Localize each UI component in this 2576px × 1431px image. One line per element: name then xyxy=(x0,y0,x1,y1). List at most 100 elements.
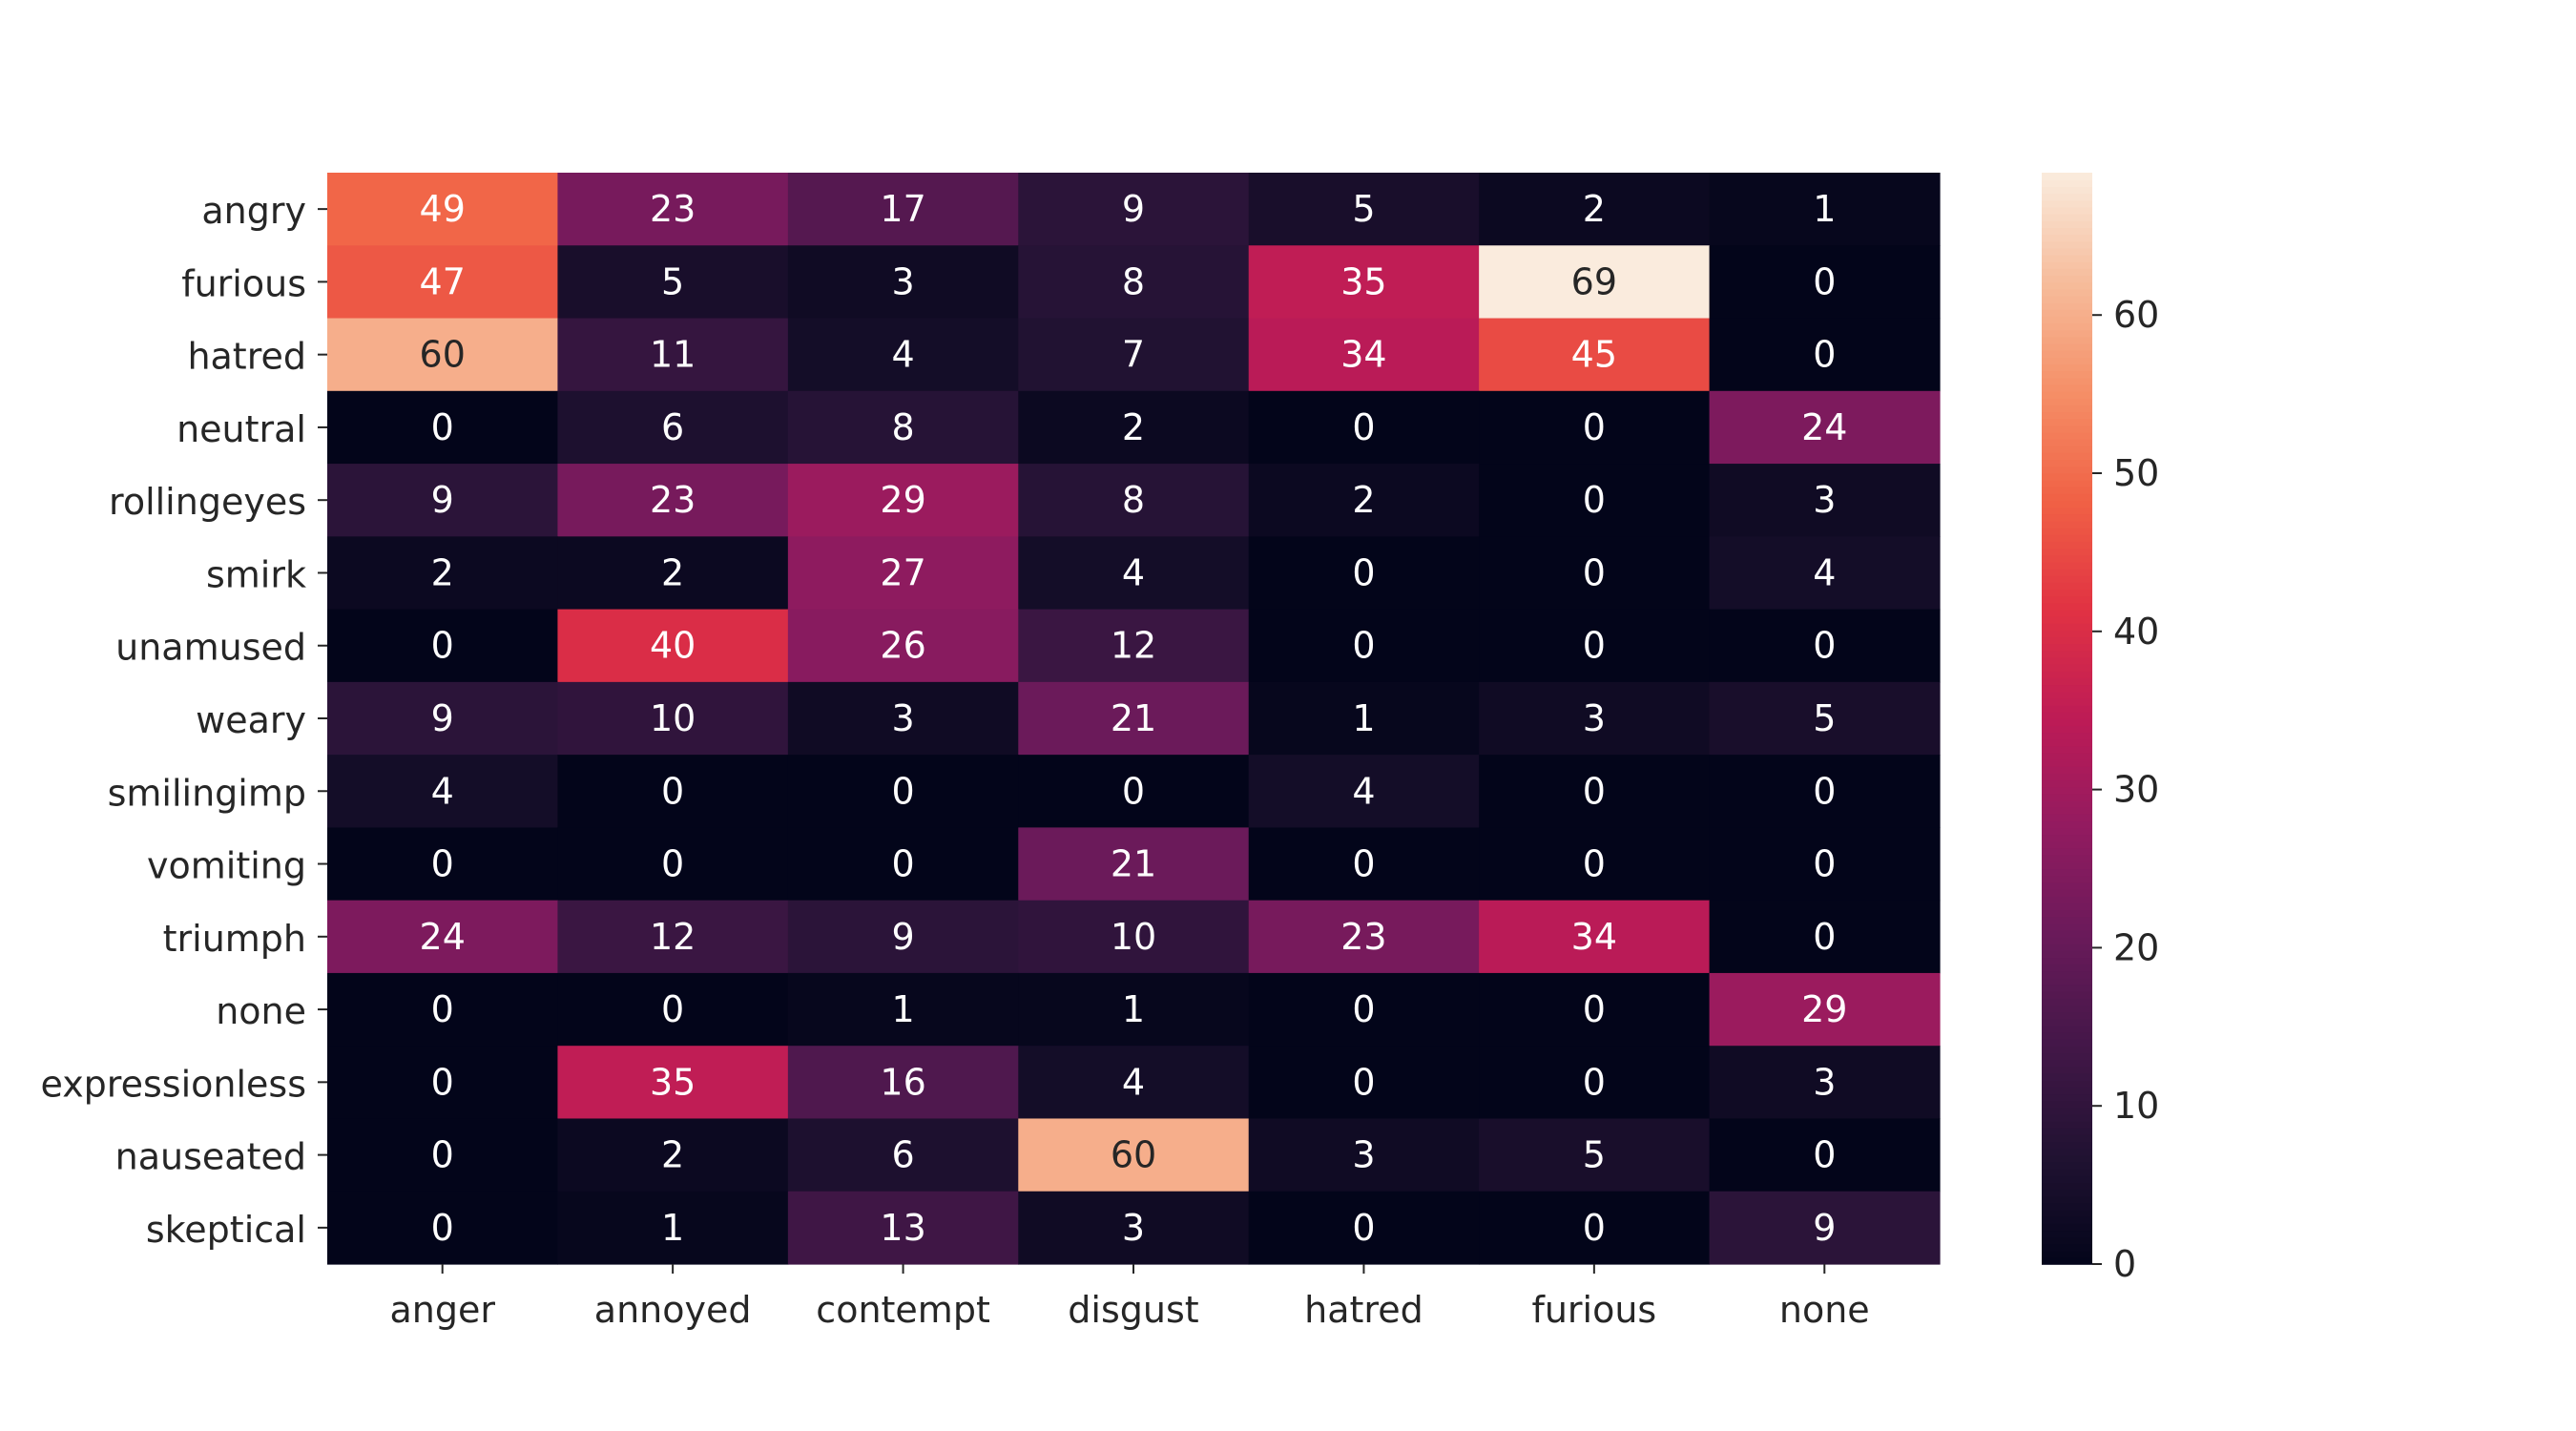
colorbar-segment xyxy=(2042,916,2092,924)
colorbar-segment xyxy=(2042,1025,2092,1033)
heatmap-cell xyxy=(1709,972,1941,1047)
cell-value-label: 5 xyxy=(1352,188,1375,230)
colorbar-segment xyxy=(2042,1250,2092,1258)
colorbar-segment xyxy=(2042,363,2092,372)
colorbar-segment xyxy=(2042,431,2092,440)
colorbar-segment xyxy=(2042,738,2092,747)
cell-value-label: 0 xyxy=(1352,551,1375,593)
y-tick-label: none xyxy=(216,990,306,1032)
heatmap-cell xyxy=(327,1046,559,1120)
heatmap-cell xyxy=(1018,609,1250,683)
heatmap-cell xyxy=(557,464,789,537)
y-tick-label: rollingeyes xyxy=(109,481,306,523)
x-tick-label: anger xyxy=(389,1289,495,1331)
cell-value-label: 0 xyxy=(431,1207,454,1249)
colorbar-segment xyxy=(2042,336,2092,344)
heatmap-cell xyxy=(1479,900,1711,974)
colorbar-segment xyxy=(2042,732,2092,740)
heatmap-cell xyxy=(787,609,1019,683)
colorbar-segment xyxy=(2042,923,2092,931)
heatmap-cell xyxy=(1479,972,1711,1047)
heatmap-cell xyxy=(1018,972,1250,1047)
heatmap-cell xyxy=(1018,390,1250,465)
colorbar-segment xyxy=(2042,1128,2092,1135)
heatmap-cell xyxy=(1018,681,1250,756)
heatmap-cell xyxy=(1248,972,1480,1047)
heatmap-cell xyxy=(1248,1118,1480,1192)
colorbar-segment xyxy=(2042,1031,2092,1040)
cell-value-label: 2 xyxy=(431,551,454,593)
colorbar-segment xyxy=(2042,799,2092,808)
colorbar-segment xyxy=(2042,425,2092,433)
cell-value-label: 11 xyxy=(650,334,696,376)
cell-value-label: 24 xyxy=(1801,406,1847,448)
heatmap-cell xyxy=(327,318,559,392)
colorbar-segment xyxy=(2042,895,2092,903)
colorbar-segment xyxy=(2042,875,2092,883)
cell-value-label: 2 xyxy=(661,1134,684,1176)
colorbar-segment xyxy=(2042,507,2092,515)
colorbar-segment xyxy=(2042,1120,2092,1129)
cell-value-label: 6 xyxy=(891,1134,914,1176)
heatmap-cell xyxy=(327,681,559,756)
colorbar-segment xyxy=(2042,718,2092,726)
colorbar-segment xyxy=(2042,397,2092,405)
x-tick-label: annoyed xyxy=(594,1289,752,1331)
colorbar-segment xyxy=(2042,500,2092,508)
colorbar-segment xyxy=(2042,936,2092,944)
colorbar-segment xyxy=(2042,902,2092,910)
x-tick-label: none xyxy=(1779,1289,1870,1331)
colorbar-segment xyxy=(2042,1175,2092,1183)
cell-value-label: 23 xyxy=(1340,916,1386,958)
heatmap-cell xyxy=(327,609,559,683)
colorbar-segment xyxy=(2042,486,2092,494)
colorbar-segment xyxy=(2042,793,2092,801)
heatmap-cell xyxy=(787,318,1019,392)
heatmap-cell xyxy=(557,1046,789,1120)
cell-value-label: 34 xyxy=(1340,334,1386,376)
cell-value-label: 1 xyxy=(1352,697,1375,739)
heatmap-cell xyxy=(327,900,559,974)
heatmap-cell xyxy=(1248,390,1480,465)
heatmap-cell xyxy=(787,245,1019,320)
heatmap-cell xyxy=(1479,245,1711,320)
cell-value-label: 0 xyxy=(1813,625,1836,667)
cell-value-label: 5 xyxy=(1813,697,1836,739)
cell-value-label: 0 xyxy=(1583,843,1606,885)
colorbar-segment xyxy=(2042,329,2092,338)
heatmap-cell xyxy=(557,1191,789,1265)
heatmap-cell xyxy=(557,390,789,465)
heatmap-cell xyxy=(1709,681,1941,756)
cell-value-label: 10 xyxy=(650,697,696,739)
colorbar-tick-label: 40 xyxy=(2113,611,2159,653)
colorbar-segment xyxy=(2042,459,2092,467)
heatmap-cell xyxy=(1018,900,1250,974)
colorbar-segment xyxy=(2042,446,2092,453)
colorbar-segment xyxy=(2042,295,2092,303)
colorbar-segment xyxy=(2042,479,2092,487)
x-tick-label: contempt xyxy=(816,1289,990,1331)
colorbar-tick-label: 60 xyxy=(2113,294,2159,336)
colorbar-segment xyxy=(2042,227,2092,236)
colorbar-tick-label: 20 xyxy=(2113,926,2159,968)
heatmap-cell xyxy=(557,755,789,828)
cell-value-label: 23 xyxy=(650,479,696,521)
heatmap-cell xyxy=(1709,900,1941,974)
colorbar-segment xyxy=(2042,554,2092,563)
colorbar-segment xyxy=(2042,301,2092,310)
y-tick-label: smilingimp xyxy=(108,772,306,814)
colorbar-segment xyxy=(2042,384,2092,392)
cell-value-label: 8 xyxy=(1122,260,1145,302)
colorbar-segment xyxy=(2042,1195,2092,1204)
colorbar-segment xyxy=(2042,1072,2092,1081)
colorbar-segment xyxy=(2042,493,2092,501)
heatmap-cell xyxy=(1709,827,1941,902)
colorbar-tick-label: 30 xyxy=(2113,769,2159,811)
colorbar-segment xyxy=(2042,1243,2092,1252)
colorbar-segment xyxy=(2042,814,2092,822)
cell-value-label: 4 xyxy=(891,334,914,376)
colorbar-segment xyxy=(2042,240,2092,249)
colorbar: 0 10 20 30 40 50 60 xyxy=(2042,173,2159,1285)
heatmap-cell xyxy=(327,1191,559,1265)
cell-value-label: 0 xyxy=(1813,1134,1836,1176)
